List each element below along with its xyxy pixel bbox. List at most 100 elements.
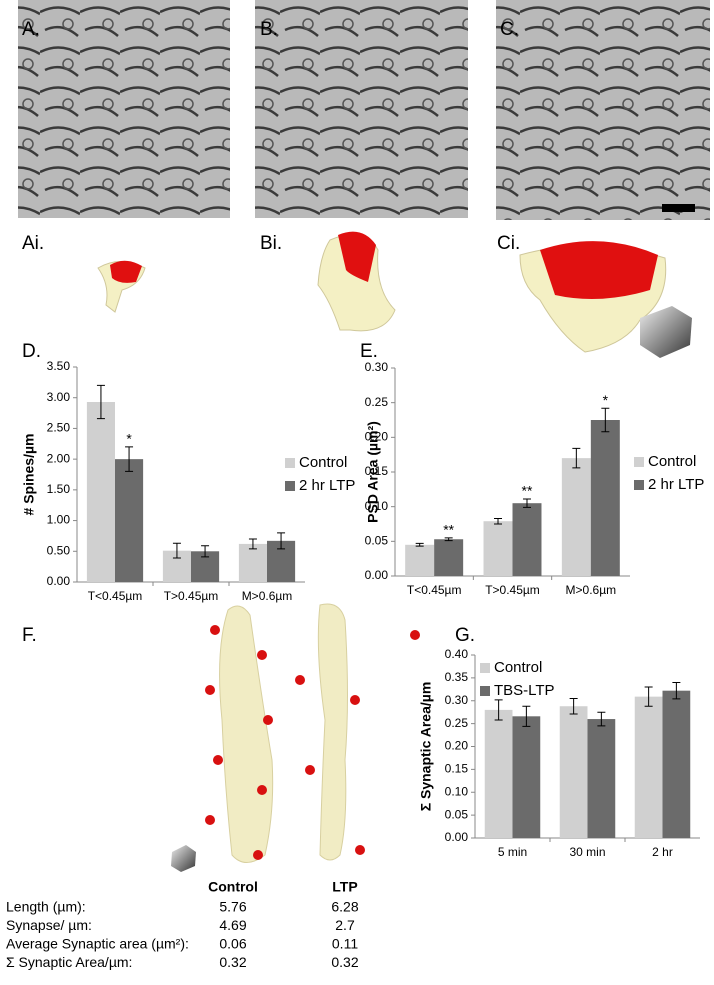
y-tick-label: 2.00 (47, 451, 71, 465)
bar (512, 716, 541, 838)
bar (115, 459, 144, 582)
error-bar (644, 686, 653, 707)
panel-label: F. (22, 625, 37, 646)
error-bar (444, 537, 453, 542)
y-tick-label: 3.00 (47, 390, 71, 404)
table-header: LTP (332, 879, 357, 895)
y-tick-label: 0.40 (445, 647, 469, 661)
significance: * (603, 392, 609, 408)
error-bar (597, 711, 606, 727)
legend-label: Control (299, 454, 347, 471)
em-image (255, 0, 468, 218)
error-bar (277, 532, 286, 550)
em-image (18, 0, 230, 218)
psd (110, 260, 142, 283)
y-tick-label: 0.15 (445, 762, 469, 776)
y-tick-label: 0.35 (445, 670, 469, 684)
panel-label: B. (260, 19, 278, 40)
x-tick-label: T>0.45µm (485, 583, 540, 597)
table-header: Control (208, 879, 258, 895)
error-bar (601, 407, 610, 433)
panel-label: Bi. (260, 233, 282, 254)
legend-swatch (285, 458, 295, 468)
legend-label: Control (648, 453, 696, 470)
error-bar (572, 447, 581, 469)
panel-label: D. (22, 341, 41, 362)
panel-label: Ai. (22, 233, 44, 254)
bar (512, 503, 542, 576)
table-cell: 6.28 (331, 899, 358, 915)
table-cell: 0.32 (219, 954, 246, 970)
y-tick-label: 3.50 (47, 359, 71, 373)
em-image (496, 0, 710, 220)
table-cell: 0.11 (332, 936, 358, 952)
panel-label: C. (500, 19, 519, 40)
error-bar (522, 705, 531, 727)
table-row-label: Σ Synaptic Area/µm: (6, 954, 132, 970)
panel-label: E. (360, 341, 378, 362)
y-tick-label: 0.10 (445, 784, 469, 798)
y-tick-label: 0.15 (365, 464, 389, 478)
y-tick-label: 0.25 (365, 395, 389, 409)
table-cell: 5.76 (219, 899, 246, 915)
panel-label: G. (455, 625, 475, 646)
error-bar (248, 538, 257, 550)
error-bar (201, 545, 210, 558)
dendrite (219, 605, 274, 863)
error-bar (494, 517, 503, 525)
scale-cube (171, 845, 196, 872)
bar (434, 539, 464, 576)
error-bar (494, 699, 503, 721)
bar (561, 458, 591, 576)
legend-label: 2 hr LTP (299, 477, 355, 494)
significance: ** (443, 522, 454, 538)
x-tick-label: T>0.45µm (164, 589, 219, 603)
table-cell: 2.7 (335, 917, 355, 933)
scale-bar (662, 204, 695, 212)
scale-cube (640, 306, 692, 358)
legend-swatch (634, 457, 644, 467)
table-row-label: Length (µm): (6, 899, 86, 915)
bar (662, 690, 691, 838)
error-bar (96, 384, 105, 420)
significance: * (126, 431, 132, 447)
bar (86, 402, 115, 582)
y-tick-label: 0.10 (365, 499, 389, 513)
bar (590, 420, 620, 576)
bar (634, 696, 663, 838)
y-axis-label: PSD Area (µm²) (365, 421, 381, 523)
legend-swatch (480, 663, 490, 673)
bar (559, 706, 588, 838)
legend-swatch (634, 480, 644, 490)
panel-label: A. (22, 19, 40, 40)
spine-reconstruction (317, 233, 396, 332)
y-tick-label: 1.00 (47, 513, 71, 527)
error-bar (172, 542, 181, 559)
table-cell: 4.69 (219, 917, 246, 933)
y-tick-label: 1.50 (47, 482, 71, 496)
y-tick-label: 0.00 (445, 830, 469, 844)
y-tick-label: 0.25 (445, 716, 469, 730)
legend-label: 2 hr LTP (648, 476, 704, 493)
legend-label: TBS-LTP (494, 682, 555, 699)
legend-swatch (480, 686, 490, 696)
psd (540, 241, 658, 299)
y-tick-label: 0.20 (365, 430, 389, 444)
bar (405, 544, 435, 576)
dendrite (317, 603, 348, 861)
psd (338, 231, 376, 282)
y-tick-label: 0.30 (445, 693, 469, 707)
y-tick-label: 0.00 (47, 574, 71, 588)
x-tick-label: M>0.6µm (566, 583, 617, 597)
table-cell: 0.06 (219, 936, 246, 952)
error-bar (569, 697, 578, 715)
bar (483, 521, 513, 576)
x-tick-label: 2 hr (652, 845, 673, 859)
y-tick-label: 0.05 (365, 534, 389, 548)
table-row-label: Average Synaptic area (µm²): (6, 936, 189, 952)
y-tick-label: 0.30 (365, 360, 389, 374)
synapses (205, 625, 420, 860)
legend-label: Control (494, 659, 542, 676)
y-tick-label: 0.20 (445, 739, 469, 753)
